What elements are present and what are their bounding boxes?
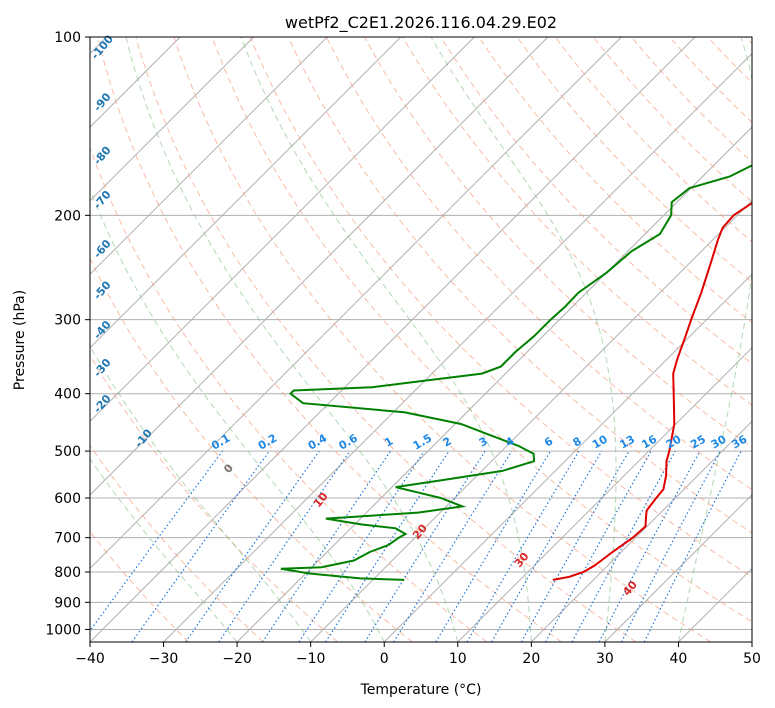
isotherm-line bbox=[604, 494, 752, 642]
dry-adiabat-line bbox=[592, 37, 752, 203]
dry-adiabat-line bbox=[90, 530, 189, 642]
dry-adiabat-line bbox=[173, 37, 711, 642]
isotherm-line bbox=[90, 37, 696, 642]
isotherm-line bbox=[90, 37, 549, 496]
y-tick-label: 700 bbox=[54, 531, 81, 547]
y-tick-label: 800 bbox=[54, 565, 81, 581]
moist-adiabat-line bbox=[90, 188, 385, 642]
mixing-ratio-line bbox=[218, 450, 351, 642]
plot-frame bbox=[89, 36, 753, 643]
y-tick-label: 600 bbox=[54, 491, 81, 507]
y-tick-label: 1000 bbox=[45, 622, 81, 638]
x-tick-label: 0 bbox=[380, 651, 389, 667]
x-tick-label: −30 bbox=[149, 651, 179, 667]
dry-adiabat-line bbox=[631, 37, 752, 163]
moist-adiabat-line bbox=[125, 37, 459, 642]
isotherm-line bbox=[90, 37, 255, 202]
mixing-ratio-line bbox=[185, 450, 320, 642]
dry-adiabat-line bbox=[90, 257, 413, 642]
isotherm-line bbox=[90, 37, 328, 275]
dry-adiabat-line bbox=[364, 37, 752, 448]
dry-adiabat-line bbox=[211, 37, 752, 623]
mixing-ratio-line bbox=[131, 450, 270, 642]
x-tick-label: 20 bbox=[522, 651, 540, 667]
x-tick-label: −40 bbox=[75, 651, 105, 667]
dewpoint-profile-line bbox=[280, 164, 752, 581]
y-axis: 100 200 300 400 500 600 700 800 900 1000 bbox=[45, 30, 90, 638]
dry-adiabat-line bbox=[478, 37, 752, 324]
isotherm-line bbox=[530, 420, 752, 642]
mixing-ratio-line bbox=[545, 450, 652, 642]
y-tick-label: 400 bbox=[54, 387, 81, 403]
moist-adiabat-line bbox=[90, 345, 312, 642]
x-axis-title: Temperature (°C) bbox=[360, 682, 482, 698]
isotherm-line bbox=[310, 199, 752, 642]
moist-adiabat-line bbox=[677, 37, 752, 642]
x-tick-label: 10 bbox=[449, 651, 467, 667]
dry-adiabat-line bbox=[90, 444, 264, 642]
y-tick-label: 100 bbox=[54, 30, 81, 46]
temperature-profile-line bbox=[552, 201, 752, 581]
dry-adiabat-line bbox=[325, 37, 752, 491]
isotherm-line bbox=[90, 37, 622, 570]
y-axis-title: Pressure (hPa) bbox=[12, 290, 28, 390]
profiles bbox=[280, 164, 752, 581]
mixing-ratio-line bbox=[435, 450, 552, 642]
x-tick-label: 50 bbox=[743, 651, 761, 667]
x-tick-label: −20 bbox=[222, 651, 252, 667]
x-tick-label: 30 bbox=[596, 651, 614, 667]
x-tick-label: −10 bbox=[296, 651, 326, 667]
dry-adiabat-line bbox=[249, 37, 752, 578]
isotherm-line bbox=[90, 37, 475, 423]
dry-adiabat-line bbox=[554, 37, 752, 243]
y-tick-label: 500 bbox=[54, 444, 81, 460]
background-lines bbox=[90, 37, 752, 642]
isotherm-line bbox=[163, 52, 752, 642]
moist-adiabat-line bbox=[90, 457, 238, 642]
mixing-ratio-line bbox=[571, 450, 676, 642]
moist-adiabat-line bbox=[430, 37, 617, 642]
mixing-ratio-line bbox=[90, 450, 223, 632]
chart-title: wetPf2_C2E1.2026.116.04.29.E02 bbox=[285, 13, 557, 33]
mixing-ratio-line bbox=[491, 450, 603, 642]
dry-adiabat-line bbox=[135, 37, 637, 642]
dry-adiabat-line bbox=[97, 37, 562, 642]
y-tick-label: 200 bbox=[54, 208, 81, 224]
y-tick-label: 900 bbox=[54, 595, 81, 611]
isotherm-line bbox=[457, 347, 752, 642]
y-tick-label: 300 bbox=[54, 313, 81, 329]
x-tick-label: 40 bbox=[670, 651, 688, 667]
isotherm-line bbox=[383, 273, 752, 642]
mixing-ratio-line bbox=[520, 450, 630, 642]
mixing-ratio-line bbox=[466, 450, 580, 642]
mixing-ratio-line bbox=[393, 450, 513, 642]
moist-adiabat-line bbox=[240, 37, 532, 642]
isotherm-line bbox=[236, 126, 752, 642]
x-axis: −40 −30 −20 −10 0 10 20 30 40 50 bbox=[75, 642, 761, 667]
mixing-ratio-line bbox=[364, 450, 486, 642]
dry-adiabat-line bbox=[402, 37, 752, 406]
dry-adiabat-line bbox=[287, 37, 752, 534]
